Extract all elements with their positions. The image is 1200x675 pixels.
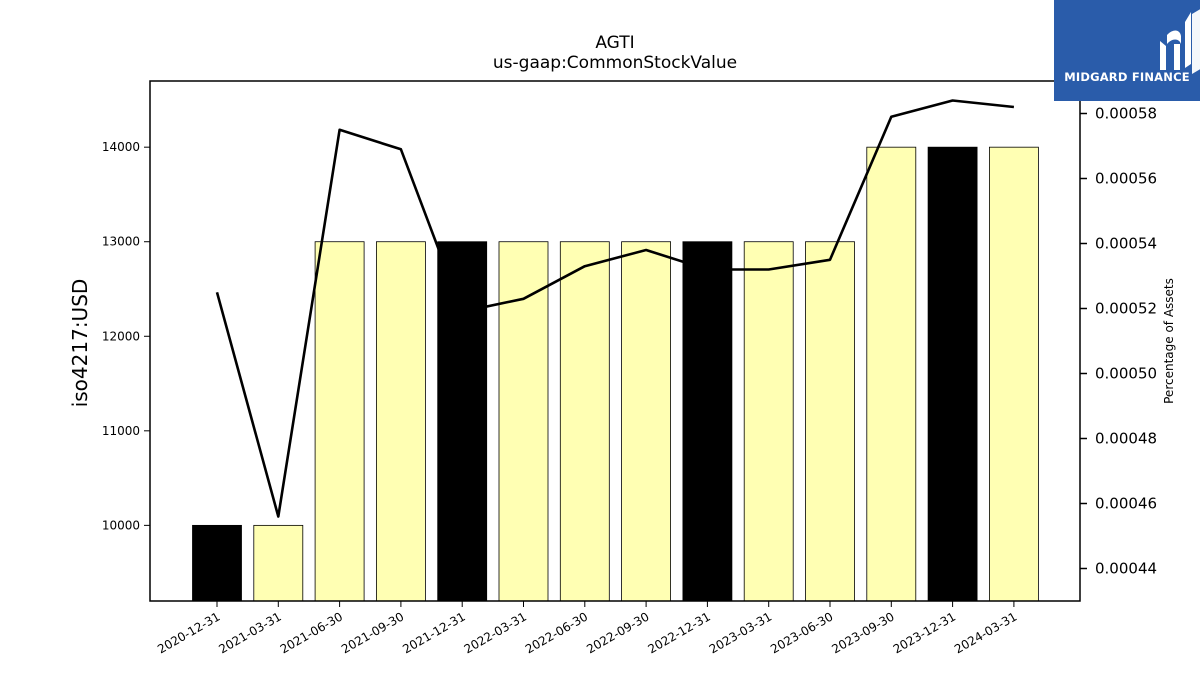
bar <box>314 241 365 602</box>
y2-tick-label: 0.00056 <box>1095 170 1157 188</box>
x-tick-label: 2023-06-30 <box>768 609 835 656</box>
x-axis: 2020-12-312021-03-312021-06-302021-09-30… <box>155 601 1019 656</box>
y2-tick-label: 0.00050 <box>1095 365 1157 383</box>
y-axis-label: iso4217:USD <box>68 279 92 408</box>
bar <box>621 241 671 602</box>
bar <box>866 146 917 602</box>
x-tick-label: 2022-06-30 <box>523 609 590 656</box>
logo-mark-icon <box>1160 9 1200 74</box>
y2-axis-label: Percentage of Assets <box>1162 278 1176 404</box>
x-tick-label: 2021-09-30 <box>339 609 406 656</box>
x-tick-label: 2022-12-31 <box>645 609 712 656</box>
bar <box>559 241 610 602</box>
y2-tick-label: 0.00048 <box>1095 430 1157 448</box>
x-tick-label: 2021-03-31 <box>216 609 283 656</box>
y-tick-label: 10000 <box>102 518 140 532</box>
x-tick-label: 2020-12-31 <box>155 609 222 656</box>
bar <box>498 241 549 602</box>
y2-tick-label: 0.00046 <box>1095 495 1157 513</box>
y-axis-left: 10000 11000 12000 13000 14000 <box>102 140 150 532</box>
bar <box>192 524 242 602</box>
y-tick-label: 13000 <box>102 235 140 249</box>
x-tick-label: 2023-12-31 <box>891 609 958 656</box>
y2-tick-label: 0.00052 <box>1095 300 1157 318</box>
chart-title: AGTI <box>595 33 634 53</box>
x-tick-label: 2024-03-31 <box>952 609 1019 656</box>
bar <box>437 241 488 602</box>
plot-frame <box>149 80 1081 602</box>
logo-text: MIDGARD FINANCE <box>1064 70 1190 84</box>
y2-tick-label: 0.00044 <box>1095 560 1157 578</box>
x-tick-label: 2021-12-31 <box>400 609 467 656</box>
bar <box>743 241 794 602</box>
bar <box>375 241 426 602</box>
y2-tick-label: 0.00058 <box>1095 105 1157 123</box>
x-tick-label: 2023-09-30 <box>829 609 896 656</box>
x-tick-label: 2023-03-31 <box>707 609 774 656</box>
bar <box>927 146 978 602</box>
y2-tick-label: 0.00054 <box>1095 235 1157 253</box>
y-tick-label: 12000 <box>102 329 140 343</box>
bar <box>682 241 733 602</box>
y-tick-label: 14000 <box>102 140 140 154</box>
y-axis-right: 0.00044 0.00046 0.00048 0.00050 0.00052 0.000… <box>1080 105 1157 578</box>
bar-group <box>192 146 1039 602</box>
bar <box>805 241 855 602</box>
bar <box>253 524 304 602</box>
y-tick-label: 11000 <box>102 424 140 438</box>
chart-subtitle: us-gaap:CommonStockValue <box>493 53 737 73</box>
midgard-finance-logo: MIDGARD FINANCE <box>1054 0 1200 101</box>
bar <box>989 146 1039 602</box>
line-path <box>215 99 1015 518</box>
x-tick-label: 2022-03-31 <box>462 609 529 656</box>
x-tick-label: 2021-06-30 <box>278 609 345 656</box>
line-series <box>215 99 1015 518</box>
x-tick-label: 2022-09-30 <box>584 609 651 656</box>
